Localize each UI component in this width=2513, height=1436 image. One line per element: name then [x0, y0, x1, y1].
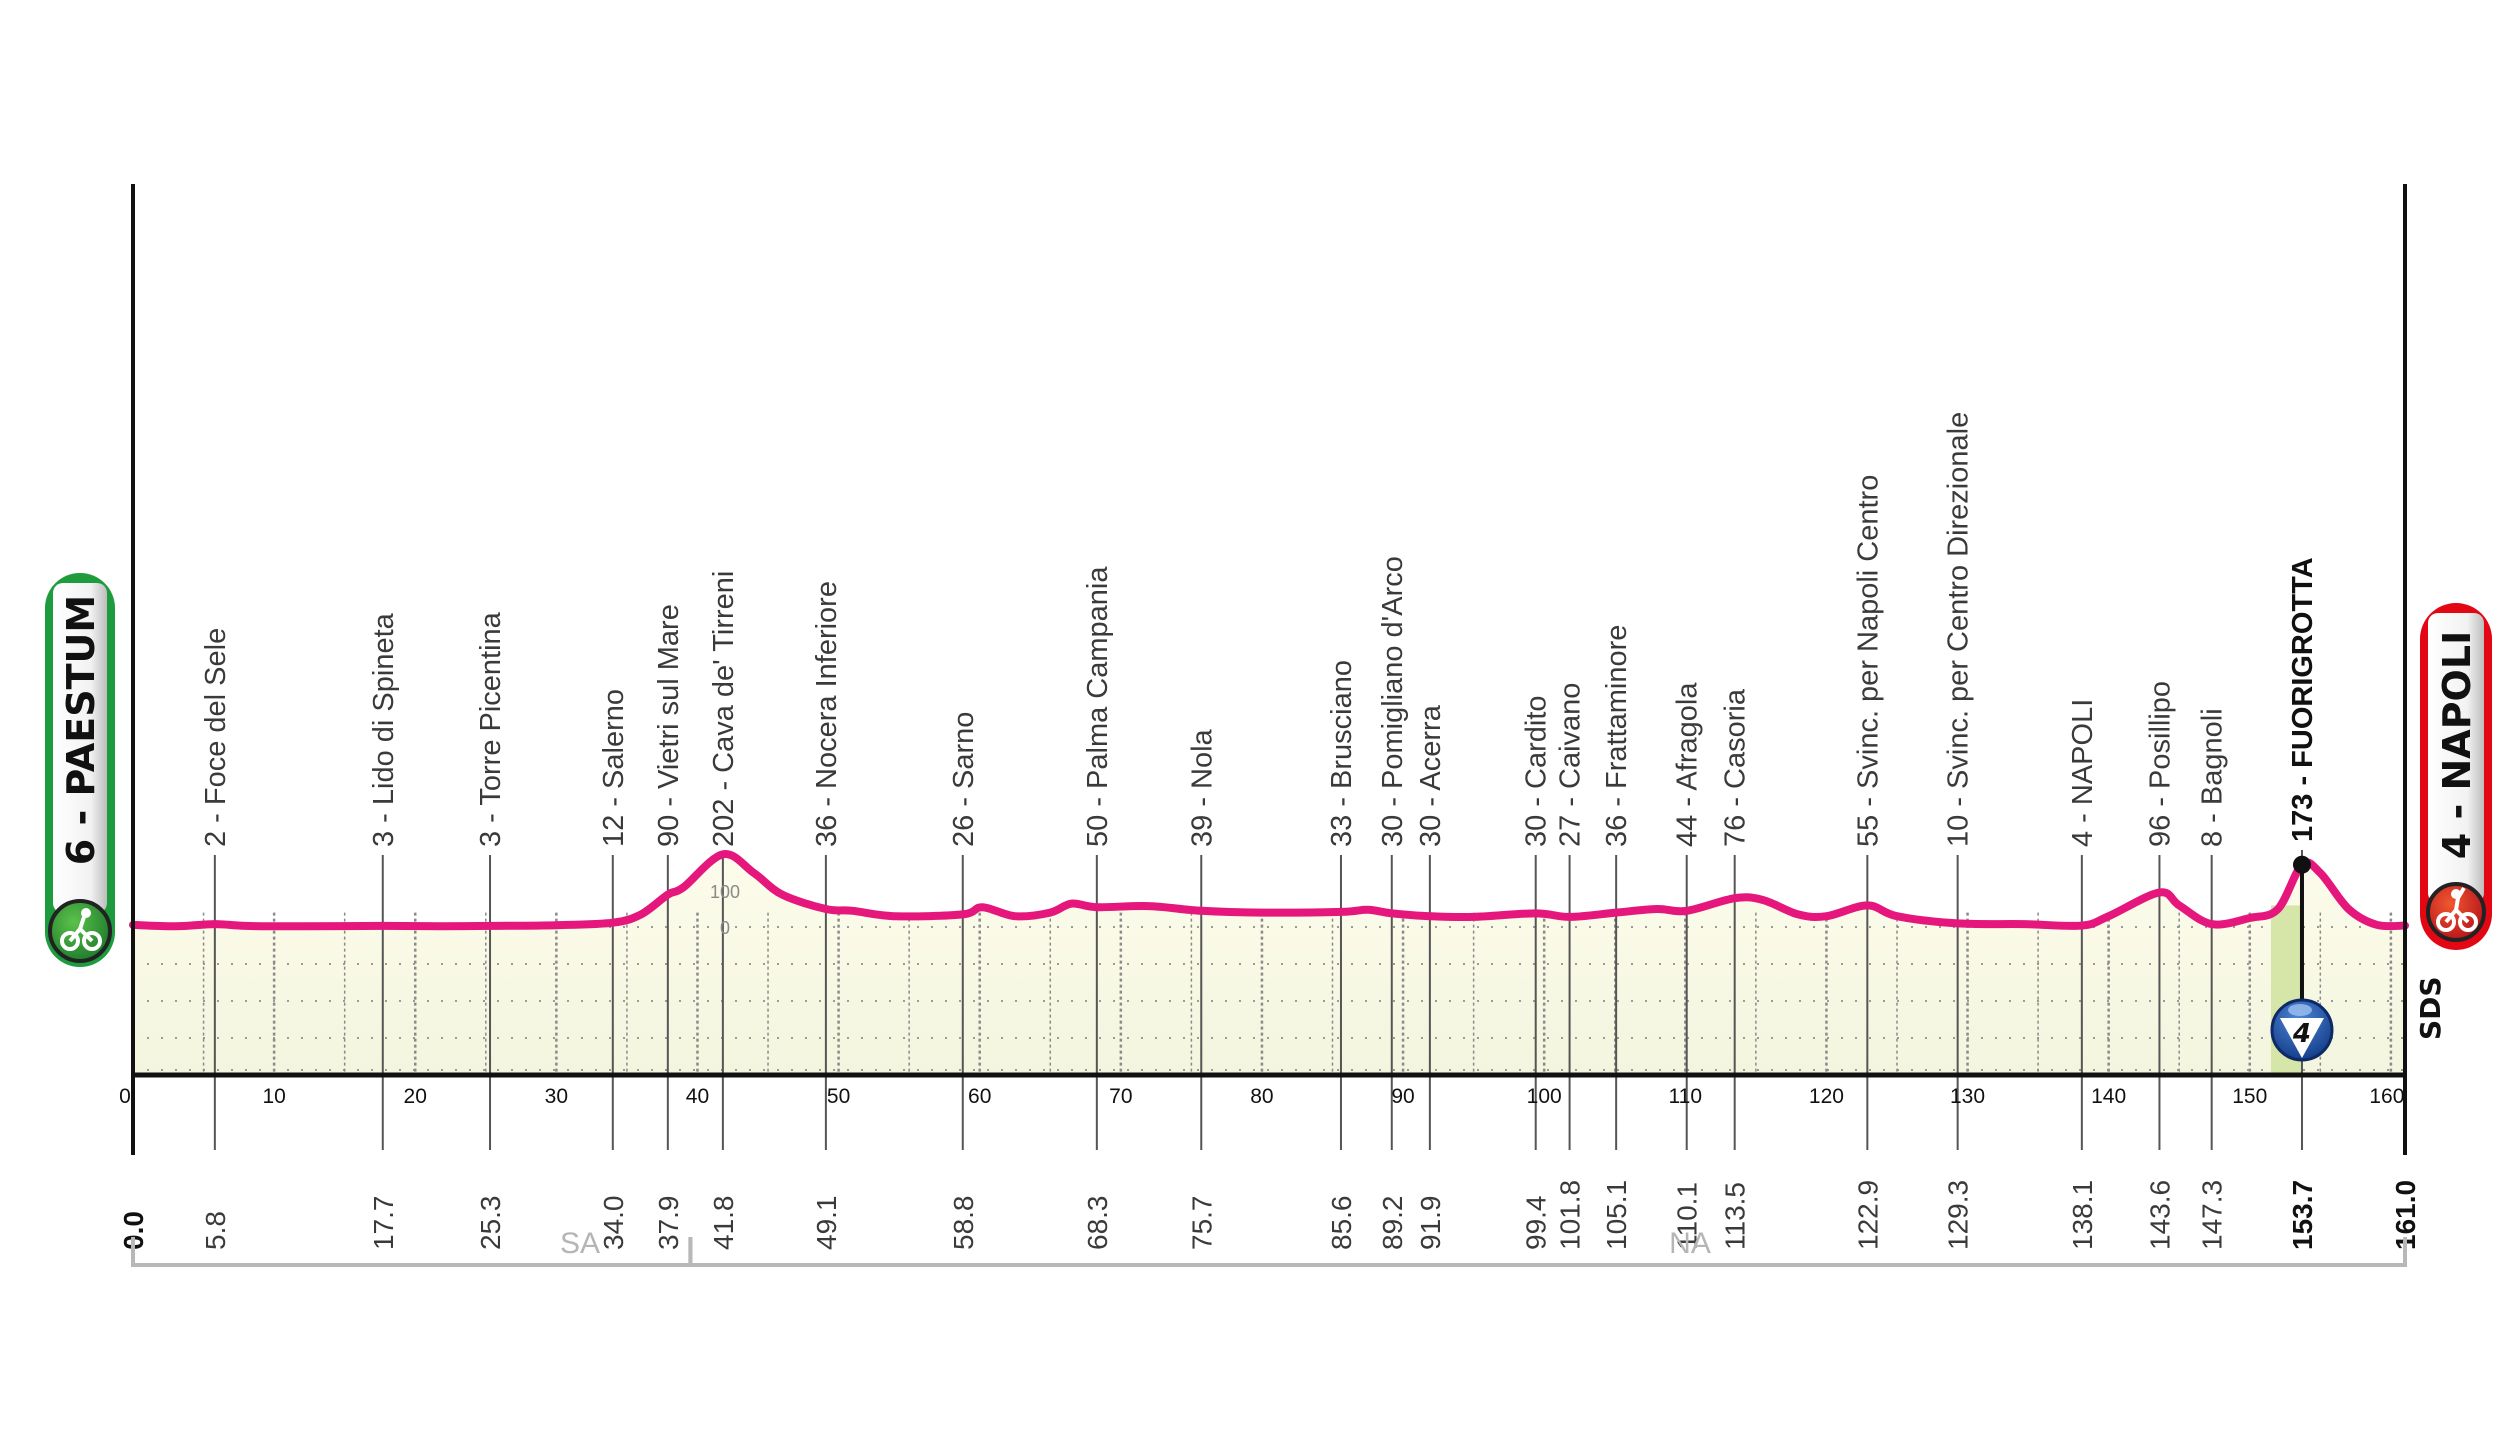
sds-label: SDS — [2414, 976, 2447, 1040]
finish-town-label: 4 - NAPOLI — [2435, 631, 2479, 859]
x-tick-label: 10 — [262, 1085, 285, 1108]
waypoint-km-label: 91.9 — [1415, 1196, 1446, 1251]
waypoint-km-label: 25.3 — [475, 1196, 506, 1251]
waypoint-label: 10 - Svinc. per Centro Direzionale — [1943, 412, 1975, 847]
x-tick-label: 130 — [1950, 1085, 1985, 1108]
waypoint-label: 2 - Foce del Sele — [200, 628, 232, 847]
elevation-scale-label: 100 — [710, 882, 740, 902]
elevation-profile-line — [129, 850, 2409, 931]
waypoint-label: 30 - Cardito — [1521, 695, 1553, 847]
waypoint-km-label: 75.7 — [1186, 1196, 1217, 1251]
elevation-scale-label: 0 — [720, 918, 730, 938]
x-tick-label: 30 — [545, 1085, 568, 1108]
waypoint-km-label: 85.6 — [1326, 1196, 1357, 1251]
waypoint-km-label: 138.1 — [2067, 1180, 2098, 1250]
waypoint-label: 202 - Cava de' Tirreni — [708, 571, 740, 847]
x-tick-label: 70 — [1109, 1085, 1132, 1108]
waypoint-label: 26 - Sarno — [948, 712, 980, 847]
summit-dot — [2292, 855, 2311, 874]
x-tick-label: 120 — [1809, 1085, 1844, 1108]
waypoint-km-label: 99.4 — [1521, 1196, 1552, 1251]
waypoint-label: 44 - Afragola — [1672, 682, 1704, 847]
waypoint-label: 39 - Nola — [1186, 728, 1218, 847]
x-tick-label: 150 — [2232, 1085, 2267, 1108]
axes — [131, 184, 2407, 1155]
waypoint-label: 96 - Posillipo — [2144, 681, 2176, 847]
cyclist-finish-icon — [2426, 882, 2486, 942]
x-tick-label: 110 — [1669, 1085, 1702, 1108]
cyclist-start-icon — [48, 899, 112, 963]
mountain-sprint-marker: 4 — [2270, 855, 2334, 1062]
province-brackets: SA NA — [131, 1227, 2407, 1267]
waypoint-km-label: 58.8 — [948, 1196, 979, 1251]
waypoint-label: 8 - Bagnoli — [2197, 708, 2229, 847]
waypoint-km-label: 110.1 — [1672, 1182, 1703, 1250]
waypoint-label: 3 - Lido di Spineta — [368, 612, 400, 847]
waypoint-label: 3 - Torre Picentina — [475, 611, 507, 847]
waypoint-km-label: 17.7 — [368, 1196, 399, 1251]
waypoint-label: 55 - Svinc. per Napoli Centro — [1852, 475, 1884, 847]
province-label: NA — [1669, 1227, 1711, 1260]
waypoint-km-label: 129.3 — [1943, 1180, 1974, 1250]
x-tick-label: 80 — [1250, 1085, 1273, 1108]
waypoint-label: 27 - Caivano — [1555, 683, 1587, 847]
x-tick-label: 60 — [968, 1085, 991, 1108]
waypoint-km-label: 34.0 — [598, 1196, 629, 1251]
waypoint-km-label: 41.8 — [708, 1196, 739, 1251]
profile-line — [129, 850, 2409, 931]
waypoint-label: 12 - Salerno — [598, 689, 630, 847]
elevation-scale: 100 0 — [710, 882, 740, 938]
waypoint-km-label: 5.8 — [200, 1211, 231, 1250]
x-tick-label: 160 — [2369, 1085, 2404, 1108]
start-town-label: 6 - PAESTUM — [59, 595, 103, 865]
waypoint-label: 33 - Brusciano — [1326, 660, 1358, 847]
waypoint-km-label: 105.1 — [1601, 1180, 1632, 1250]
waypoint-km-label: 89.2 — [1377, 1196, 1408, 1251]
waypoint-km-label: 113.5 — [1720, 1182, 1751, 1250]
waypoint-label: 4 - NAPOLI — [2067, 699, 2099, 847]
waypoint-km-label: 122.9 — [1852, 1180, 1883, 1250]
x-tick-label: 50 — [827, 1085, 850, 1108]
mountain-sprint-cat4-icon: 4 — [2270, 998, 2334, 1062]
waypoint-km-label: 37.9 — [653, 1196, 684, 1251]
waypoint-km-label: 143.6 — [2144, 1180, 2175, 1250]
waypoint-km-label: 49.1 — [811, 1196, 842, 1251]
waypoint-label: 76 - Casoria — [1720, 688, 1752, 847]
waypoint-km-label: 101.8 — [1555, 1180, 1586, 1250]
waypoint-label: 36 - Frattaminore — [1601, 625, 1633, 847]
svg-text:4: 4 — [2292, 1019, 2311, 1049]
waypoint-label: 30 - Acerra — [1415, 704, 1447, 847]
x-tick-label: 90 — [1391, 1085, 1414, 1108]
x-tick-label: 0 — [119, 1085, 131, 1108]
waypoint-label: 50 - Palma Campania — [1082, 566, 1114, 847]
waypoint-label: 36 - Nocera Inferiore — [811, 581, 843, 847]
province-bracket — [688, 1237, 2407, 1267]
x-axis-ticks: 0 10 20 30 40 50 60 70 80 90 100 110 120 130 140 150 160 — [119, 1085, 2404, 1108]
waypoint-label: 30 - Pomigliano d'Arco — [1377, 556, 1409, 847]
province-label: SA — [560, 1227, 600, 1260]
finish-town-badge: 4 - NAPOLI — [2420, 603, 2492, 950]
waypoint-label: 173 - FUORIGROTTA — [2287, 557, 2319, 842]
waypoint-label: 90 - Vietri sul Mare — [653, 604, 685, 847]
x-tick-label: 100 — [1527, 1085, 1562, 1108]
waypoint-km-label: 68.3 — [1082, 1196, 1113, 1251]
x-tick-label: 20 — [404, 1085, 427, 1108]
x-tick-label: 40 — [686, 1085, 709, 1108]
waypoint-km-label: 153.7 — [2287, 1180, 2318, 1250]
x-tick-label: 140 — [2091, 1085, 2126, 1108]
waypoint-markers: 2 - Foce del Sele 3 - Lido di Spineta 3 - … — [118, 412, 2421, 1250]
start-town-badge: 6 - PAESTUM — [45, 573, 115, 967]
waypoint-km-label: 147.3 — [2197, 1180, 2228, 1250]
